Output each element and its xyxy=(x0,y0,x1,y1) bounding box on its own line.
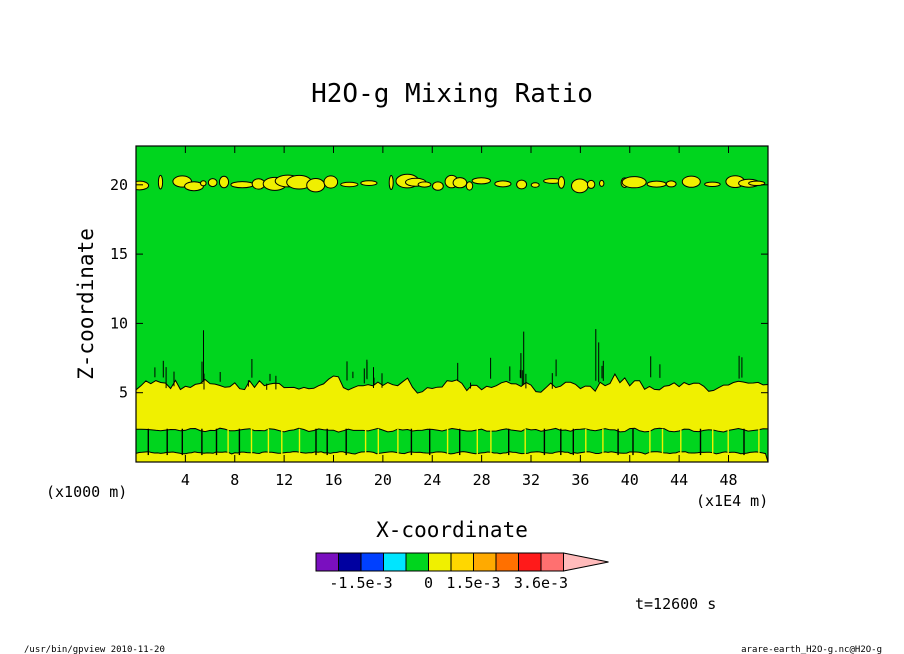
x-tick-label: 32 xyxy=(522,471,540,489)
yellow-patches-near-20km xyxy=(136,173,766,194)
contour-spikes xyxy=(154,329,743,390)
yellow-patch xyxy=(586,179,596,189)
yellow-patch xyxy=(681,175,701,188)
colorbar-segment xyxy=(338,552,362,572)
yellow-patch xyxy=(465,181,474,191)
colorbar-label: 1.5e-3 xyxy=(446,574,500,592)
yellow-patch xyxy=(599,179,605,187)
x-unit-note: (x1E4 m) xyxy=(696,492,768,510)
y-tick-label: 20 xyxy=(110,176,128,194)
colorbar-segment xyxy=(428,552,452,572)
x-tick-label: 36 xyxy=(571,471,589,489)
yellow-patch xyxy=(530,182,540,188)
x-tick-label: 28 xyxy=(473,471,491,489)
x-tick-label: 44 xyxy=(670,471,688,489)
yellow-patch xyxy=(200,180,207,187)
colorbar-segment xyxy=(383,552,407,572)
yellow-patch xyxy=(218,175,230,189)
yellow-patch xyxy=(136,180,150,191)
yellow-patch xyxy=(557,176,566,189)
colorbar-label: -1.5e-3 xyxy=(329,574,392,592)
x-tick-label: 4 xyxy=(181,471,190,489)
y-axis-ticks: 5 10 15 20 xyxy=(110,176,768,402)
colorbar-segment xyxy=(518,552,542,572)
yellow-patch xyxy=(646,180,667,188)
yellow-patch xyxy=(471,177,491,185)
chart-title: H2O-g Mixing Ratio xyxy=(311,79,593,109)
y-tick-label: 15 xyxy=(110,245,128,263)
colorbar-segment xyxy=(450,552,474,572)
x-tick-label: 24 xyxy=(423,471,441,489)
y-tick-label: 10 xyxy=(110,314,128,332)
colorbar-segment xyxy=(315,552,339,572)
x-tick-label: 8 xyxy=(230,471,239,489)
colorbar-segment xyxy=(360,552,384,572)
yellow-patch xyxy=(432,181,444,191)
y-unit-note: (x1000 m) xyxy=(46,483,127,501)
yellow-patch xyxy=(388,175,394,190)
plot-frame xyxy=(135,145,769,463)
plot-area xyxy=(136,146,768,462)
footer-right: arare-earth_H2O-g.nc@H2O-g xyxy=(741,645,882,654)
y-axis-label: Z-coordinate xyxy=(74,228,98,380)
colorbar-segment xyxy=(540,552,564,572)
footer-left: /usr/bin/gpview 2010-11-20 xyxy=(24,645,165,654)
yellow-patch xyxy=(207,178,218,188)
colorbar-segment xyxy=(405,552,429,572)
x-tick-label: 20 xyxy=(374,471,392,489)
y-tick-label: 5 xyxy=(119,384,128,402)
colorbar-labels: -1.5e-3 0 1.5e-3 3.6e-3 xyxy=(329,574,568,592)
time-label: t=12600 s xyxy=(635,595,716,613)
colorbar-arrow xyxy=(563,552,609,572)
yellow-patch xyxy=(494,180,512,188)
yellow-patch xyxy=(516,179,528,190)
yellow-patch xyxy=(621,176,647,189)
lower-band-cell-boundaries xyxy=(147,428,760,456)
x-tick-label: 16 xyxy=(324,471,342,489)
x-tick-label: 12 xyxy=(275,471,293,489)
yellow-patch xyxy=(360,180,378,187)
yellow-patch xyxy=(230,181,255,189)
colorbar-segment xyxy=(495,552,519,572)
x-axis-ticks: 4 8 12 16 20 24 28 32 36 40 44 48 xyxy=(181,146,738,489)
yellow-patch xyxy=(323,175,339,189)
yellow-patch xyxy=(417,181,432,188)
yellow-patch xyxy=(306,178,326,193)
yellow-patch xyxy=(340,181,359,188)
x-tick-label: 40 xyxy=(621,471,639,489)
yellow-patch xyxy=(571,178,589,194)
x-tick-label: 48 xyxy=(719,471,737,489)
colorbar xyxy=(315,552,609,572)
yellow-patch xyxy=(704,181,721,188)
yellow-patch xyxy=(452,177,468,189)
colorbar-label: 3.6e-3 xyxy=(514,574,568,592)
yellow-patch xyxy=(665,180,677,188)
yellow-patch xyxy=(157,174,164,190)
colorbar-segment xyxy=(473,552,497,572)
colorbar-label: 0 xyxy=(424,574,433,592)
yellow-patch xyxy=(748,180,766,187)
x-axis-label: X-coordinate xyxy=(376,518,528,542)
